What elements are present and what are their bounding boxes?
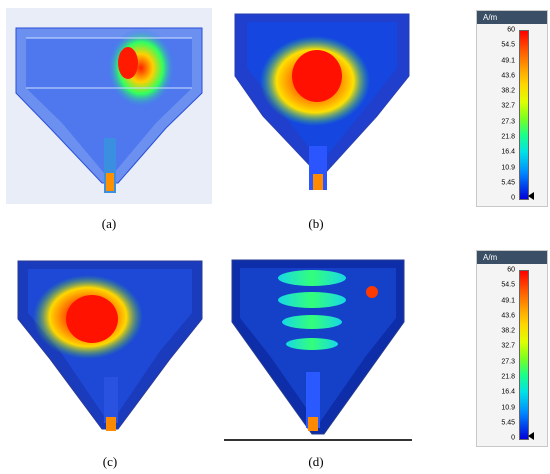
scale-tick: 0	[511, 194, 515, 202]
caption-d: (d)	[308, 454, 324, 469]
scale-tick: 54.5	[501, 281, 515, 289]
scale-tick: 60	[507, 266, 515, 274]
color-scale-bottom: A/m 60 54.5 49.1 43.6 38.2 32.7 27.3 21.…	[476, 250, 548, 447]
scale-tick: 27.3	[501, 118, 515, 126]
caption-b: (b)	[308, 216, 324, 231]
color-bar-bottom	[519, 270, 529, 440]
scale-tick: 16.4	[501, 388, 515, 396]
scale-unit-top: A/m	[477, 11, 547, 24]
panel-b-current-map	[227, 6, 417, 196]
color-scale-top: A/m 60 54.5 49.1 43.6 38.2 32.7 27.3 21.…	[476, 10, 548, 207]
scale-tick: 54.5	[501, 41, 515, 49]
scale-tick: 32.7	[501, 342, 515, 350]
scale-ticks-top: 60 54.5 49.1 43.6 38.2 32.7 27.3 21.8 16…	[477, 24, 517, 206]
scale-unit-bottom: A/m	[477, 251, 547, 264]
scale-tick: 49.1	[501, 297, 515, 304]
color-bar-top	[519, 30, 529, 200]
scale-tick: 10.9	[501, 164, 515, 171]
scale-tick: 43.6	[501, 72, 515, 80]
caption-c: (c)	[102, 454, 118, 469]
scale-tick: 21.8	[501, 373, 515, 381]
scale-tick: 16.4	[501, 148, 515, 156]
scale-tick: 27.3	[501, 358, 515, 366]
scale-tick: 5.45	[501, 179, 515, 187]
scale-tick: 32.7	[501, 102, 515, 110]
scale-tick: 10.9	[501, 404, 515, 411]
scale-marker-icon	[528, 432, 534, 440]
panel-a-current-map	[6, 8, 212, 204]
scale-tick: 49.1	[501, 57, 515, 64]
scale-tick: 0	[511, 434, 515, 442]
scale-marker-icon	[528, 192, 534, 200]
scale-tick: 5.45	[501, 419, 515, 427]
panel-d-current-map	[224, 252, 412, 442]
scale-tick: 60	[507, 26, 515, 34]
scale-tick: 43.6	[501, 312, 515, 320]
scale-ticks-bottom: 60 54.5 49.1 43.6 38.2 32.7 27.3 21.8 16…	[477, 264, 517, 446]
scale-tick: 21.8	[501, 133, 515, 141]
scale-tick: 38.2	[501, 87, 515, 95]
caption-a: (a)	[101, 216, 117, 231]
panel-c-current-map	[10, 247, 210, 443]
scale-tick: 38.2	[501, 327, 515, 335]
